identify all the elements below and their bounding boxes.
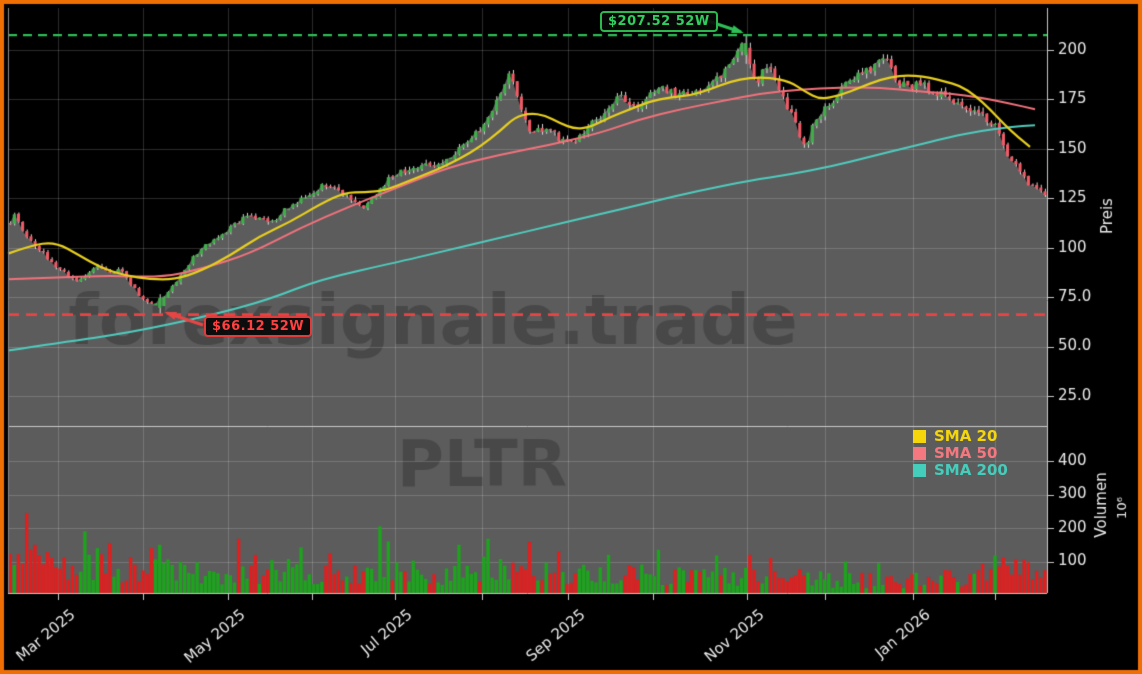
sma20-swatch (913, 430, 926, 443)
sma200-label: SMA 200 (934, 461, 1008, 479)
high-52w-annotation: $207.52 52W (600, 11, 718, 32)
sma20-label: SMA 20 (934, 427, 998, 445)
legend-item-sma200: SMA 200 (913, 462, 1008, 479)
legend-item-sma20: SMA 20 (913, 428, 1008, 445)
high-52w-label: $207.52 52W (608, 14, 710, 29)
sma50-swatch (913, 447, 926, 460)
sma50-label: SMA 50 (934, 444, 998, 462)
legend-item-sma50: SMA 50 (913, 445, 1008, 462)
sma200-swatch (913, 464, 926, 477)
low-52w-annotation: $66.12 52W (204, 316, 313, 337)
low-52w-label: $66.12 52W (212, 319, 305, 334)
sma-legend: SMA 20 SMA 50 SMA 200 (913, 428, 1008, 479)
